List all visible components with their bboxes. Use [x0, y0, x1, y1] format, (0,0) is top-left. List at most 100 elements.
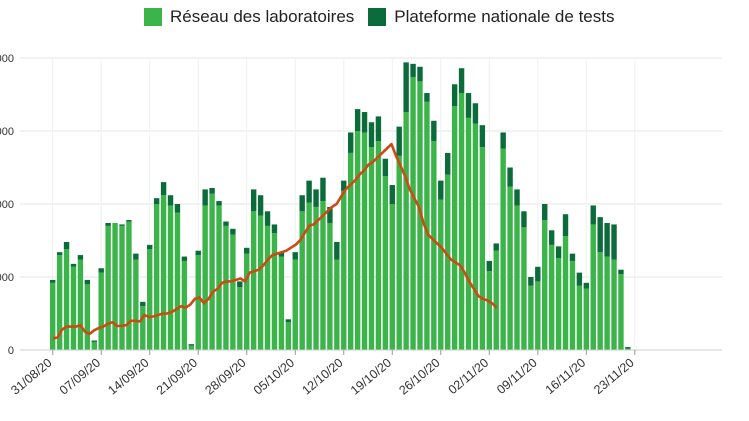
x-tick-label: 02/11/20: [446, 356, 492, 397]
bar-reseau: [133, 259, 139, 350]
bar-plateforme: [548, 230, 555, 245]
bar-plateforme: [174, 204, 181, 213]
bar-plateforme: [451, 84, 458, 107]
bar-reseau: [327, 222, 333, 350]
legend-label-plateforme: Plateforme nationale de tests: [394, 7, 615, 26]
bar-plateforme: [389, 185, 395, 204]
bar-plateforme: [465, 93, 472, 118]
bar-reseau: [341, 190, 347, 350]
bar-reseau: [528, 285, 534, 350]
bar-reseau: [153, 204, 160, 350]
x-tick-label: 16/11/20: [543, 356, 589, 397]
bar-plateforme: [625, 347, 631, 349]
bar-reseau: [354, 131, 361, 350]
bar-reseau: [403, 112, 409, 351]
bar-reseau: [264, 225, 271, 350]
bar-reseau: [313, 206, 319, 350]
bar-plateforme: [195, 250, 201, 256]
bar-reseau: [382, 176, 389, 350]
bar-reseau: [465, 117, 472, 350]
bar-reseau: [285, 322, 292, 350]
bar-reseau: [438, 199, 444, 350]
bar-reseau: [451, 106, 458, 351]
bar-reseau: [56, 255, 63, 350]
bar-plateforme: [63, 241, 70, 250]
bar-reseau: [535, 281, 541, 350]
bar-reseau: [347, 152, 354, 350]
bar-reseau: [542, 220, 548, 350]
legend-item-reseau[interactable]: Réseau des laboratoires: [144, 7, 354, 27]
bar-reseau: [611, 259, 617, 350]
bar-plateforme: [153, 198, 160, 204]
bar-plateforme: [264, 211, 271, 226]
bar-reseau: [569, 260, 576, 350]
bar-plateforme: [202, 189, 208, 206]
bar-plateforme: [119, 224, 125, 226]
x-tick-label: 12/10/20: [299, 356, 345, 398]
bar-reseau: [181, 260, 188, 350]
bar-plateforme: [244, 247, 250, 254]
x-tick-label: 21/09/20: [154, 356, 200, 398]
bar-reseau: [389, 204, 395, 350]
bar-plateforme: [521, 211, 527, 228]
bar-reseau: [195, 255, 201, 350]
bar-reseau: [112, 222, 118, 350]
bar-reseau: [320, 201, 326, 350]
bar-plateforme: [250, 189, 257, 212]
bar-plateforme: [77, 255, 84, 260]
bar-reseau: [306, 202, 312, 350]
bar-reseau: [126, 221, 132, 350]
bar-reseau: [84, 284, 91, 350]
bar-plateforme: [590, 205, 596, 225]
bar-plateforme: [167, 195, 174, 206]
bar-plateforme: [216, 201, 222, 206]
legend-item-plateforme[interactable]: Plateforme nationale de tests: [368, 7, 614, 27]
bar-plateforme: [361, 112, 368, 133]
bar-reseau: [119, 225, 125, 350]
bar-plateforme: [479, 125, 486, 148]
bar-reseau: [507, 186, 513, 350]
bar-plateforme: [354, 109, 361, 131]
bar-reseau: [257, 215, 264, 350]
bar-reseau: [618, 274, 624, 350]
bar-plateforme: [535, 266, 541, 282]
legend-swatch-plateforme: [368, 8, 387, 26]
bar-reseau: [250, 211, 257, 350]
bar-plateforme: [611, 224, 617, 260]
legend: Réseau des laboratoires Plateforme natio…: [144, 4, 628, 30]
bar-reseau: [202, 205, 208, 350]
bar-plateforme: [500, 132, 506, 149]
x-tick-label: 19/10/20: [348, 356, 394, 398]
bar-reseau: [368, 147, 375, 350]
bar-plateforme: [133, 253, 139, 260]
x-tick-label: 09/11/20: [494, 356, 540, 397]
bar-plateforme: [375, 116, 382, 142]
bar-plateforme: [313, 189, 319, 207]
bar-plateforme: [126, 220, 132, 222]
bar-plateforme: [285, 319, 292, 323]
bar-plateforme: [237, 281, 243, 288]
bar-plateforme: [396, 126, 402, 156]
bar-reseau: [299, 211, 305, 350]
bar-plateforme: [458, 68, 465, 94]
bar-reseau: [514, 205, 520, 350]
bar-reseau: [445, 174, 451, 350]
bar-plateforme: [292, 252, 298, 260]
bar-plateforme: [555, 246, 562, 259]
bar-reseau: [625, 348, 631, 350]
bar-reseau: [216, 205, 222, 350]
bar-plateforme: [334, 241, 340, 260]
bar-reseau: [424, 101, 430, 350]
bar-reseau: [458, 93, 465, 350]
bar-reseau: [410, 76, 416, 350]
bar-plateforme: [417, 66, 423, 82]
bar-reseau: [597, 252, 603, 350]
bar-plateforme: [257, 195, 264, 216]
bar-plateforme: [382, 158, 389, 177]
bar-reseau: [590, 224, 596, 350]
bar-reseau: [334, 259, 340, 350]
bar-plateforme: [562, 214, 569, 237]
bar-reseau: [521, 227, 527, 350]
y-tick-label: 5.000: [0, 272, 14, 284]
x-tick-label: 26/10/20: [396, 356, 442, 398]
